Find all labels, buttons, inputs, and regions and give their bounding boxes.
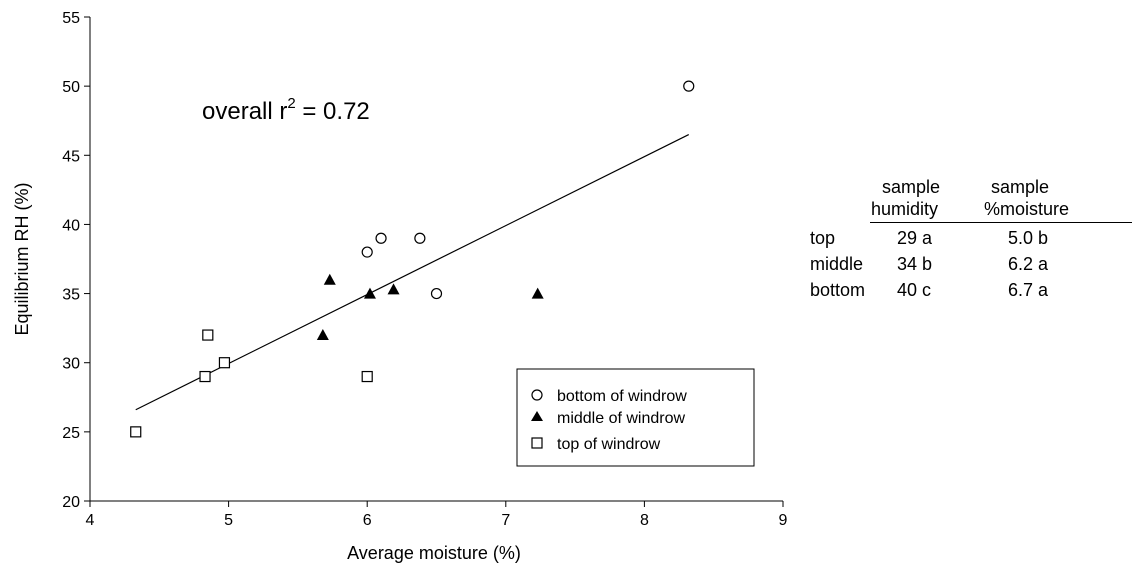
table-row-label: middle <box>810 254 864 274</box>
table-cell-moisture: 5.0 b <box>1008 228 1049 248</box>
data-point-circle <box>683 80 695 92</box>
table-cell-moisture: 6.2 a <box>1008 254 1049 274</box>
r-squared-annotation: overall r2 = 0.72 <box>202 95 370 125</box>
x-tick-label: 7 <box>501 512 510 529</box>
table-row-label: top <box>810 228 836 248</box>
y-tick-label: 20 <box>62 494 80 511</box>
legend-box <box>516 368 755 467</box>
y-tick-label: 50 <box>62 79 80 96</box>
legend-marker-square-icon <box>531 437 543 449</box>
table-cell-moisture: 6.7 a <box>1008 280 1049 300</box>
x-tick-label: 9 <box>779 512 788 529</box>
data-point-circle <box>361 246 373 258</box>
y-tick-label: 40 <box>62 217 80 234</box>
table-header-moisture-line1: sample <box>991 177 1050 197</box>
legend-marker-circle-icon <box>531 389 543 401</box>
y-tick-label: 35 <box>62 287 80 304</box>
data-point-triangle <box>387 283 400 295</box>
table-row-label: bottom <box>810 280 866 300</box>
table-cell-humidity: 29 a <box>897 228 933 248</box>
y-tick-label: 45 <box>62 148 80 165</box>
data-point-triangle <box>363 287 376 299</box>
legend-marker-triangle-icon <box>531 411 543 421</box>
r-squared-superscript: 2 <box>287 95 295 112</box>
x-tick-label: 6 <box>363 512 372 529</box>
data-point-square <box>202 329 214 341</box>
data-point-square <box>361 370 373 383</box>
data-point-triangle <box>323 273 336 285</box>
y-axis-label: Equilibrium RH (%) <box>12 182 32 335</box>
legend-label-top: top of windrow <box>557 436 661 453</box>
data-point-square <box>218 357 231 369</box>
table-header-rule <box>870 222 1132 223</box>
legend-label-bottom: bottom of windrow <box>557 388 687 405</box>
x-axis-label: Average moisture (%) <box>347 543 521 563</box>
data-point-triangle <box>531 287 544 299</box>
table-header-humidity-line2: humidity <box>871 199 939 219</box>
data-point-circle <box>414 232 426 244</box>
legend: bottom of windrow middle of windrow top … <box>516 368 755 467</box>
summary-table: sample humidity sample %moisture top 29 … <box>810 174 1132 304</box>
data-point-square <box>130 426 142 438</box>
table-header-humidity-line1: sample <box>882 177 941 197</box>
legend-label-middle: middle of windrow <box>557 410 686 427</box>
x-tick-label: 4 <box>86 512 95 529</box>
data-point-square <box>199 370 211 383</box>
table-cell-humidity: 40 c <box>897 280 932 300</box>
data-point-triangle <box>316 329 329 341</box>
y-tick-label: 30 <box>62 356 80 373</box>
table-cell-humidity: 34 b <box>897 254 933 274</box>
x-tick-label: 5 <box>224 512 233 529</box>
data-point-circle <box>375 232 387 244</box>
y-tick-label: 55 <box>62 10 80 27</box>
x-tick-label: 8 <box>640 512 649 529</box>
table-header-moisture-line2: %moisture <box>984 199 1070 219</box>
regression-line <box>135 134 690 411</box>
y-tick-label: 25 <box>62 425 80 442</box>
data-point-circle <box>430 287 443 300</box>
